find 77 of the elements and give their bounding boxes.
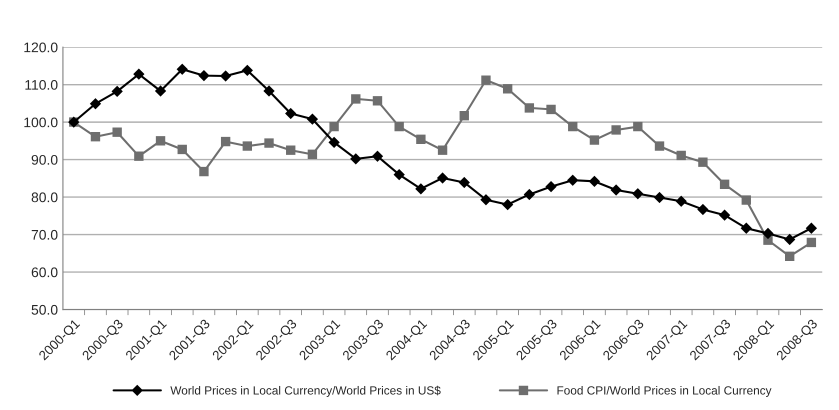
point (567, 174, 578, 186)
point (610, 184, 622, 196)
point (90, 98, 101, 110)
point (546, 181, 556, 192)
point (329, 122, 339, 132)
point (264, 138, 274, 148)
point (176, 64, 188, 75)
legend-label: Food CPI/World Prices in Local Currency (557, 386, 772, 397)
point (394, 169, 405, 180)
point (502, 84, 512, 94)
point (568, 122, 578, 132)
point (178, 144, 187, 154)
point (285, 108, 296, 119)
point (654, 192, 665, 203)
point (112, 128, 122, 137)
point (90, 132, 100, 142)
point (415, 183, 426, 194)
point (286, 146, 296, 155)
y-tick-label: 70.0 (32, 230, 58, 240)
point (350, 153, 362, 164)
y-tick-label: 110.0 (25, 80, 58, 90)
point (306, 114, 318, 125)
point (784, 234, 796, 245)
y-tick-label: 90.0 (32, 154, 58, 165)
point (720, 180, 730, 190)
point (133, 68, 144, 80)
y-tick-label: 50.0 (32, 304, 58, 315)
point (502, 199, 514, 210)
point (546, 104, 556, 114)
point (328, 136, 340, 148)
point (806, 222, 817, 234)
point (198, 70, 210, 82)
y-tick-label: 60.0 (32, 267, 58, 278)
point (438, 146, 448, 155)
point (199, 166, 209, 176)
point (806, 238, 816, 248)
point (156, 136, 166, 146)
point (676, 150, 686, 160)
point (458, 177, 470, 188)
point (155, 86, 166, 96)
point (697, 204, 708, 215)
point (351, 94, 360, 104)
point (372, 96, 382, 106)
point (611, 125, 621, 135)
point (740, 222, 752, 234)
point (416, 134, 426, 144)
y-tick-label: 100.0 (24, 117, 58, 128)
point (394, 122, 404, 132)
point (112, 86, 123, 97)
point (524, 103, 534, 113)
point (481, 75, 491, 85)
point (590, 135, 600, 145)
point (524, 189, 535, 200)
point (372, 150, 383, 162)
point (719, 210, 730, 221)
point (762, 228, 774, 239)
point (134, 152, 144, 161)
point (220, 70, 232, 82)
point (698, 158, 708, 167)
point (308, 150, 318, 160)
legend-label: World Prices in Local Currency/World Prices in US$ (170, 386, 441, 397)
point (242, 64, 253, 76)
point (437, 172, 448, 184)
y-tick-label: 120.0 (24, 42, 58, 52)
y-tick-label: 80.0 (32, 192, 58, 202)
point (676, 196, 687, 207)
point (460, 111, 469, 120)
point (220, 136, 230, 146)
point (654, 141, 664, 151)
point (264, 86, 274, 96)
point (633, 122, 643, 132)
point (589, 176, 600, 187)
point (784, 252, 794, 262)
point (632, 188, 644, 200)
point (480, 194, 492, 206)
point (742, 195, 751, 205)
point (242, 141, 252, 151)
